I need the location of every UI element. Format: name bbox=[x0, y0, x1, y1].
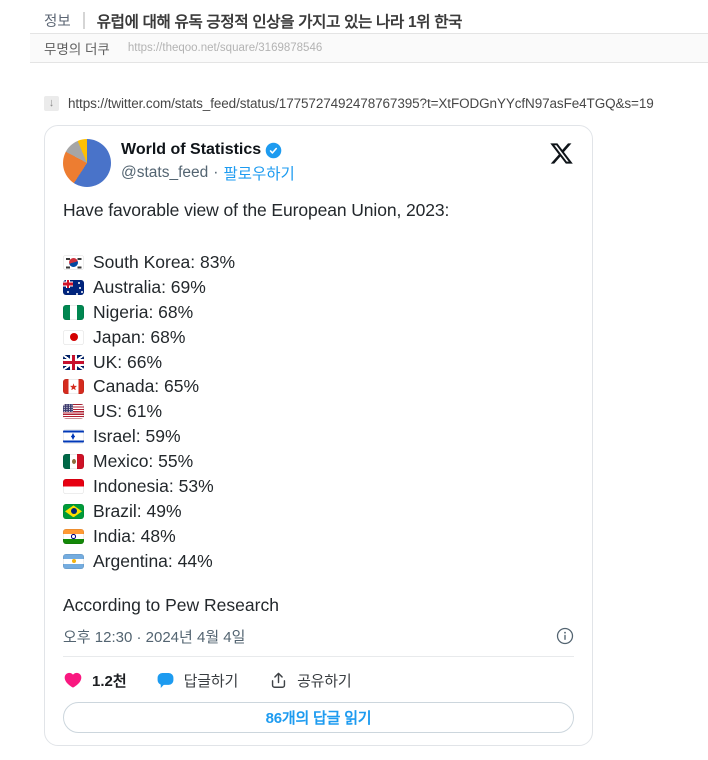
share-upload-icon bbox=[269, 671, 288, 690]
flag-id-icon bbox=[63, 478, 84, 494]
stat-row: Canada: 65% bbox=[63, 374, 574, 399]
post-source-url[interactable]: https://theqoo.net/square/3169878546 bbox=[127, 42, 323, 54]
post-category[interactable]: 정보 bbox=[44, 14, 71, 30]
author-id-block: World of Statistics @stats_feed · 팔로우하기 bbox=[121, 139, 295, 187]
tweet-link-row: ↓ https://twitter.com/stats_feed/status/… bbox=[44, 96, 708, 111]
card-divider bbox=[63, 655, 574, 657]
flag-au-icon bbox=[63, 279, 84, 295]
flag-in-icon bbox=[63, 528, 84, 544]
stat-row: Nigeria: 68% bbox=[63, 300, 574, 325]
flag-br-icon bbox=[63, 503, 84, 519]
info-icon[interactable] bbox=[556, 627, 574, 645]
follow-link[interactable]: 팔로우하기 bbox=[223, 166, 295, 183]
down-arrow-icon: ↓ bbox=[44, 96, 59, 111]
avatar-pie-chart-icon[interactable] bbox=[63, 139, 111, 187]
stat-row: Japan: 68% bbox=[63, 325, 574, 350]
read-replies-button[interactable]: 86개의 답글 읽기 bbox=[63, 701, 574, 733]
share-label: 공유하기 bbox=[297, 672, 352, 690]
flag-us-icon bbox=[63, 404, 84, 420]
tweet-card: World of Statistics @stats_feed · 팔로우하기 bbox=[44, 125, 593, 746]
share-button[interactable]: 공유하기 bbox=[269, 670, 352, 691]
stat-row: India: 48% bbox=[63, 524, 574, 549]
flag-ca-icon bbox=[63, 379, 84, 395]
stat-row: Israel: 59% bbox=[63, 424, 574, 449]
tweet-card-header: World of Statistics @stats_feed · 팔로우하기 bbox=[63, 139, 574, 187]
flag-jp-icon bbox=[63, 329, 84, 345]
post-header: 정보 유럽에 대해 유독 긍정적 인상을 가지고 있는 나라 1위 한국 bbox=[0, 0, 708, 33]
flag-il-icon bbox=[63, 429, 84, 445]
tweet-link[interactable]: https://twitter.com/stats_feed/status/17… bbox=[68, 96, 654, 111]
stat-row: Brazil: 49% bbox=[63, 499, 574, 524]
flag-ar-icon bbox=[63, 553, 84, 569]
stat-row: South Korea: 83% bbox=[63, 250, 574, 275]
author-bar: 무명의 더쿠 https://theqoo.net/square/3169878… bbox=[30, 34, 708, 63]
tweet-source-note: According to Pew Research bbox=[63, 594, 279, 615]
tweet-author-name[interactable]: World of Statistics bbox=[121, 141, 262, 158]
post-author[interactable]: 무명의 더쿠 bbox=[44, 42, 110, 57]
reply-bubble-icon bbox=[156, 671, 175, 690]
stat-row: Mexico: 55% bbox=[63, 449, 574, 474]
flag-ng-icon bbox=[63, 304, 84, 320]
timestamp-row: 오후 12:30 · 2024년 4월 4일 bbox=[63, 626, 574, 647]
heart-icon bbox=[63, 670, 83, 690]
stat-row: Argentina: 44% bbox=[63, 549, 574, 574]
post-title: 유럽에 대해 유독 긍정적 인상을 가지고 있는 나라 1위 한국 bbox=[96, 13, 463, 31]
like-count: 1.2천 bbox=[92, 672, 127, 690]
tweet-text: Have favorable view of the European Unio… bbox=[63, 200, 450, 220]
flag-gb-icon bbox=[63, 354, 84, 370]
dot-separator: · bbox=[213, 164, 219, 181]
like-button[interactable]: 1.2천 bbox=[63, 670, 127, 691]
x-logo-icon[interactable] bbox=[549, 139, 574, 187]
stat-row: UK: 66% bbox=[63, 350, 574, 375]
tweet-author-handle[interactable]: @stats_feed bbox=[121, 164, 209, 181]
stat-row: Australia: 69% bbox=[63, 275, 574, 300]
divider bbox=[30, 33, 708, 34]
stats-list: South Korea: 83% Australia: 69% Nigeria:… bbox=[63, 250, 574, 574]
flag-mx-icon bbox=[63, 454, 84, 470]
reply-button[interactable]: 답글하기 bbox=[156, 670, 238, 691]
flag-kr-icon bbox=[63, 254, 84, 270]
tweet-timestamp[interactable]: 오후 12:30 · 2024년 4월 4일 bbox=[63, 628, 246, 646]
stat-row: US: 61% bbox=[63, 399, 574, 424]
verified-badge-icon bbox=[265, 142, 282, 159]
stat-row: Indonesia: 53% bbox=[63, 474, 574, 499]
action-row: 1.2천 답글하기 공 bbox=[63, 657, 574, 691]
reply-label: 답글하기 bbox=[183, 672, 239, 690]
vertical-divider bbox=[82, 12, 85, 29]
